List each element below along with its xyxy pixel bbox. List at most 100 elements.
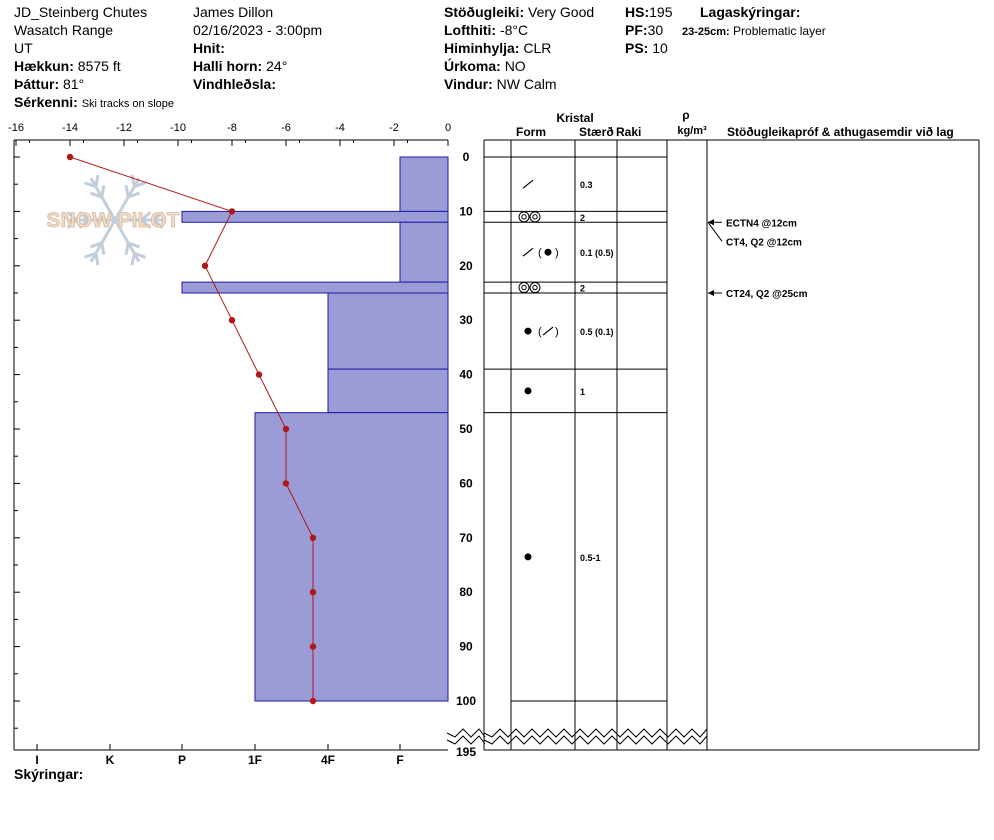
sky-value: CLR [523, 40, 552, 56]
wind-loading-label: Vindhleðsla: [193, 76, 276, 92]
layer-table: Kristal Form Stærð Raki ρ kg/m³ Stöðugle… [483, 108, 980, 751]
hardness-bar-1 [181, 210, 449, 223]
form-header: Form [516, 125, 546, 139]
ps-label: PS: [625, 40, 649, 56]
observation-datetime: 02/16/2023 - 3:00pm [193, 22, 323, 38]
wind-loading-field: Vindhleðsla: [193, 75, 276, 93]
stability-test-label: ECTN4 @12cm [726, 218, 797, 229]
temp-tick-label: 0 [445, 122, 451, 134]
coords-label: Hnit: [193, 40, 225, 56]
grain-form-icon [518, 211, 541, 223]
coords-field: Hnit: [193, 39, 225, 57]
elevation-value: 8575 ft [77, 58, 121, 74]
svg-text:): ) [555, 326, 559, 338]
temperature-point [255, 371, 263, 378]
grain-size: 0.5-1 [580, 553, 601, 563]
depth-tick-label: 10 [459, 204, 473, 218]
layer-notes-label: Lagaskýringar: [700, 4, 801, 20]
stability-test-label: CT4, Q2 @12cm [726, 237, 802, 248]
temperature-point [309, 534, 317, 541]
density-symbol: ρ [682, 108, 689, 122]
hs-field: HS:195 [625, 3, 672, 21]
snowpilot-watermark: SNOW PILOT [46, 174, 180, 266]
grain-form-icon [522, 179, 534, 189]
temperature-point [309, 643, 317, 650]
depth-tick-label: 30 [459, 313, 473, 327]
hs-value: 195 [649, 4, 673, 20]
depth-bottom-label: 195 [456, 745, 476, 759]
temperature-point [201, 262, 209, 269]
hardness-tick-label: K [106, 753, 115, 767]
hardness-tick-label: 4F [321, 753, 335, 767]
svg-text:): ) [555, 247, 559, 259]
temperature-point [66, 153, 74, 161]
grain-size: 0.1 (0.5) [580, 248, 614, 258]
grain-form-icon [518, 282, 541, 294]
grain-form-icon [524, 553, 532, 561]
wind-field: Vindur: NW Calm [444, 75, 557, 93]
hardness-bar-3 [181, 281, 449, 294]
depth-tick-label: 80 [459, 585, 473, 599]
aspect-field: Þáttur: 81° [14, 75, 84, 93]
pf-label: PF: [625, 22, 648, 38]
temperature-point [282, 480, 290, 487]
tests-header: Stöðugleikapróf & athugasemdir við lag [727, 125, 954, 139]
watermark-text: SNOW PILOT [47, 209, 180, 232]
air-temp-label: Lofthiti: [444, 22, 497, 38]
grain-size: 2 [580, 213, 585, 223]
wind-value: NW Calm [496, 76, 557, 92]
depth-tick-label: 90 [459, 640, 473, 654]
precip-value: NO [504, 58, 526, 74]
moisture-header: Raki [616, 125, 641, 139]
temp-tick-label: -6 [281, 122, 291, 134]
air-temp-field: Lofthiti: -8°C [444, 21, 528, 39]
hardness-bar-4 [327, 292, 449, 370]
temp-tick-label: -8 [227, 122, 237, 134]
grain-size: 0.5 (0.1) [580, 327, 614, 337]
notes-label: Skýringar: [14, 766, 84, 782]
hardness-tick-label: F [396, 753, 403, 767]
depth-tick-label: 20 [459, 259, 473, 273]
ps-value: 10 [652, 40, 668, 56]
stability-value: Very Good [528, 4, 595, 20]
temperature-point [309, 589, 317, 596]
depth-tick-label: 0 [463, 150, 470, 164]
hardness-axis: I K P 1F 4F F [35, 744, 404, 767]
slope-field: Halli horn: 24° [193, 57, 287, 75]
stability-label: Stöðugleiki: [444, 4, 525, 20]
layer-note: 23-25cm: Problematic layer [682, 22, 826, 41]
features-label: Sérkenni: [14, 94, 78, 110]
air-temp-value: -8°C [499, 22, 529, 38]
hardness-tick-label: P [178, 753, 186, 767]
temperature-point [309, 697, 317, 705]
sky-field: Himinhylja: CLR [444, 39, 551, 57]
pf-value: 30 [647, 22, 664, 38]
pf-field: PF:30 [625, 21, 663, 39]
depth-tick-label: 60 [459, 476, 473, 490]
stability-field: Stöðugleiki: Very Good [444, 3, 594, 21]
hardness-tick-label: I [35, 753, 38, 767]
svg-text:(: ( [538, 326, 542, 338]
hs-label: HS: [625, 4, 650, 20]
temperature-profile [66, 153, 317, 705]
state-name: UT [14, 40, 33, 56]
crystal-header: Kristal [556, 111, 593, 125]
hardness-tick-label: 1F [248, 753, 262, 767]
location-name: JD_Steinberg Chutes [14, 4, 148, 20]
temperature-point [228, 317, 236, 324]
temp-tick-label: -16 [8, 122, 24, 134]
layer-note-text: Problematic layer [733, 24, 826, 38]
size-header: Stærð [579, 125, 614, 139]
temperature-point [282, 425, 290, 433]
range-name: Wasatch Range [14, 22, 114, 38]
depth-tick-label: 100 [456, 694, 476, 708]
temperature-point [228, 208, 236, 215]
depth-tick-label: 40 [459, 368, 473, 382]
grain-size: 2 [580, 284, 585, 294]
elevation-field: Hækkun: 8575 ft [14, 57, 121, 75]
density-unit: kg/m³ [677, 125, 707, 137]
temp-tick-label: -12 [116, 122, 132, 134]
temp-tick-label: -4 [335, 122, 345, 134]
wind-label: Vindur: [444, 76, 493, 92]
